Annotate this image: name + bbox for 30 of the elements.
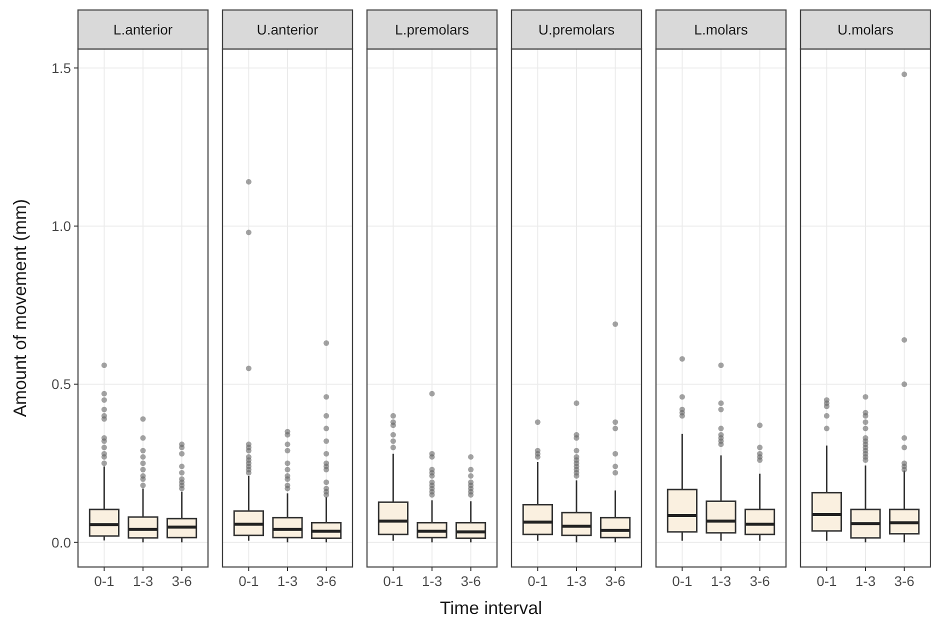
x-tick-label: 1-3 (422, 573, 442, 589)
y-tick-label: 1.5 (52, 60, 72, 76)
x-tick-label: 3-6 (894, 573, 915, 589)
x-tick-label: 1-3 (710, 573, 732, 589)
y-tick-label: 0.0 (52, 534, 72, 550)
y-axis-title: Amount of movement (mm) (10, 198, 30, 418)
x-tick-label: 0-1 (528, 573, 548, 589)
y-tick-label: 0.5 (52, 376, 72, 392)
y-tick-label: 1.0 (52, 218, 72, 234)
x-tick-label: 3-6 (605, 573, 626, 589)
x-tick-label: 0-1 (94, 573, 115, 589)
chart-title: L.molars (694, 22, 748, 38)
x-tick-label: 3-6 (172, 573, 192, 589)
x-tick-label: 0-1 (383, 573, 404, 589)
x-tick-label: 3-6 (750, 573, 770, 589)
x-tick-label: 3-6 (316, 573, 337, 589)
x-tick-label: 3-6 (460, 573, 482, 589)
chart-title: U.premolars (538, 22, 615, 38)
chart-title: L.premolars (395, 22, 469, 38)
chart-title: L.anterior (113, 22, 173, 38)
chart-title: U.molars (837, 22, 894, 38)
x-tick-label: 1-3 (855, 573, 876, 589)
x-tick-label: 1-3 (132, 573, 154, 589)
chart-title: U.anterior (256, 22, 319, 38)
x-tick-label: 0-1 (672, 573, 693, 589)
x-tick-label: 1-3 (277, 573, 298, 589)
x-tick-label: 0-1 (238, 573, 260, 589)
x-tick-label: 1-3 (566, 573, 587, 589)
x-tick-label: 0-1 (816, 573, 838, 589)
x-axis-title: Time interval (440, 598, 542, 618)
